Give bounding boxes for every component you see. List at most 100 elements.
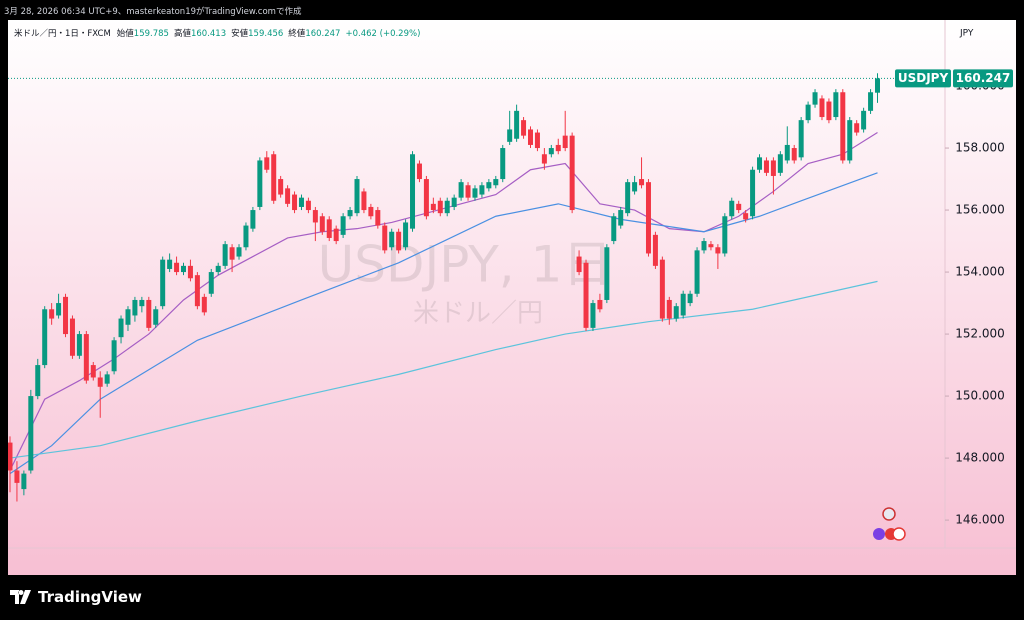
candle-body bbox=[56, 303, 62, 316]
candle-body bbox=[278, 179, 284, 195]
y-tick-label: 152.000 bbox=[955, 327, 1005, 341]
candle-body bbox=[632, 182, 638, 192]
candle-body bbox=[375, 210, 381, 226]
candle-body bbox=[743, 213, 749, 220]
candle-body bbox=[708, 244, 714, 248]
candle-body bbox=[444, 200, 450, 214]
candle-body bbox=[250, 210, 256, 229]
candle-body bbox=[486, 182, 492, 189]
candle-body bbox=[569, 135, 575, 211]
candle-body bbox=[430, 203, 436, 211]
candle-body bbox=[722, 216, 728, 254]
y-tick-label: 148.000 bbox=[955, 451, 1005, 465]
candle-body bbox=[139, 299, 145, 307]
candle-body bbox=[562, 135, 568, 149]
candle-body bbox=[784, 144, 790, 161]
candle-body bbox=[69, 318, 75, 356]
legend-value: 159.456 bbox=[248, 29, 284, 39]
candle-body bbox=[42, 309, 48, 366]
candle-body bbox=[541, 154, 547, 164]
candle-body bbox=[521, 120, 527, 136]
legend: 米ドル／円・1日・FXCM 始値159.785 高値160.413 安値159.456… bbox=[14, 27, 425, 39]
candle-body bbox=[132, 299, 138, 316]
legend-label: 安値 bbox=[231, 29, 249, 39]
plot-area bbox=[8, 73, 945, 502]
candle-body bbox=[514, 110, 520, 139]
symbol-tag: USDJPY bbox=[898, 71, 949, 85]
candle-body bbox=[181, 265, 186, 273]
candle-body bbox=[97, 377, 103, 387]
candle-body bbox=[423, 179, 429, 217]
candle-body bbox=[416, 163, 422, 180]
candle-body bbox=[368, 206, 374, 217]
y-tick-label: 158.000 bbox=[955, 141, 1005, 155]
candle-body bbox=[264, 157, 270, 170]
change: +0.462 (+0.29%) bbox=[345, 29, 421, 39]
candle-body bbox=[847, 120, 853, 161]
chart-background bbox=[8, 20, 1016, 575]
candle-body bbox=[590, 303, 596, 328]
candle-body bbox=[382, 225, 388, 251]
candle-body bbox=[396, 231, 402, 251]
candle-body bbox=[729, 200, 735, 217]
candle-body bbox=[659, 259, 665, 319]
candle-body bbox=[701, 241, 707, 251]
candle-body bbox=[833, 92, 839, 118]
y-tick-label: 146.000 bbox=[955, 513, 1005, 527]
candle-body bbox=[736, 203, 742, 211]
footer: TradingView bbox=[10, 588, 142, 606]
moving-average bbox=[9, 132, 878, 471]
candle-body bbox=[111, 340, 117, 372]
candle-body bbox=[319, 216, 325, 232]
candle-body bbox=[639, 179, 645, 186]
y-tick-label: 150.000 bbox=[955, 389, 1005, 403]
candle-body bbox=[14, 470, 20, 483]
price-tag: 160.247 bbox=[956, 71, 1011, 85]
candle-body bbox=[340, 216, 346, 235]
candle-body bbox=[347, 210, 353, 217]
candle-body bbox=[146, 299, 152, 328]
symbol-title: 米ドル／円・1日・FXCM bbox=[14, 29, 111, 39]
legend-value: 159.785 bbox=[133, 29, 169, 39]
candle-body bbox=[403, 222, 409, 248]
candle-body bbox=[583, 262, 589, 328]
candle-body bbox=[236, 247, 242, 257]
candle-body bbox=[770, 160, 776, 176]
candle-body bbox=[479, 185, 485, 195]
currency-label: JPY bbox=[959, 29, 974, 39]
legend-value: 160.413 bbox=[190, 29, 227, 39]
candle-body bbox=[305, 200, 311, 211]
candle-body bbox=[576, 256, 582, 273]
candle-body bbox=[500, 148, 506, 180]
candle-body bbox=[875, 78, 880, 93]
candle-body bbox=[625, 182, 631, 214]
y-tick-label: 154.000 bbox=[955, 265, 1005, 279]
candle-body bbox=[271, 154, 277, 201]
candle-body bbox=[410, 154, 416, 229]
candle-body bbox=[194, 275, 200, 307]
candle-body bbox=[49, 309, 55, 319]
candle-body bbox=[458, 182, 464, 198]
candle-body bbox=[285, 188, 291, 204]
symbol-tag-bg bbox=[895, 69, 951, 88]
moving-average bbox=[9, 280, 878, 459]
candle-body bbox=[493, 179, 499, 186]
candle-body bbox=[507, 129, 513, 142]
candle-body bbox=[798, 120, 804, 158]
candle-body bbox=[819, 98, 825, 118]
candle-body bbox=[21, 473, 27, 490]
candle-body bbox=[840, 92, 846, 161]
candle-body bbox=[125, 309, 131, 325]
candle-body bbox=[757, 157, 763, 170]
legend-label: 高値 bbox=[173, 29, 191, 39]
candle-body bbox=[687, 293, 693, 304]
price-tag-bg bbox=[953, 69, 1013, 88]
candle-body bbox=[715, 247, 721, 254]
candle-body bbox=[597, 299, 603, 310]
candle-body bbox=[389, 231, 395, 248]
candle-body bbox=[326, 219, 332, 238]
candle-body bbox=[861, 110, 867, 130]
candle-body bbox=[201, 296, 207, 313]
candle-body bbox=[104, 374, 110, 384]
candle-body bbox=[229, 247, 235, 260]
